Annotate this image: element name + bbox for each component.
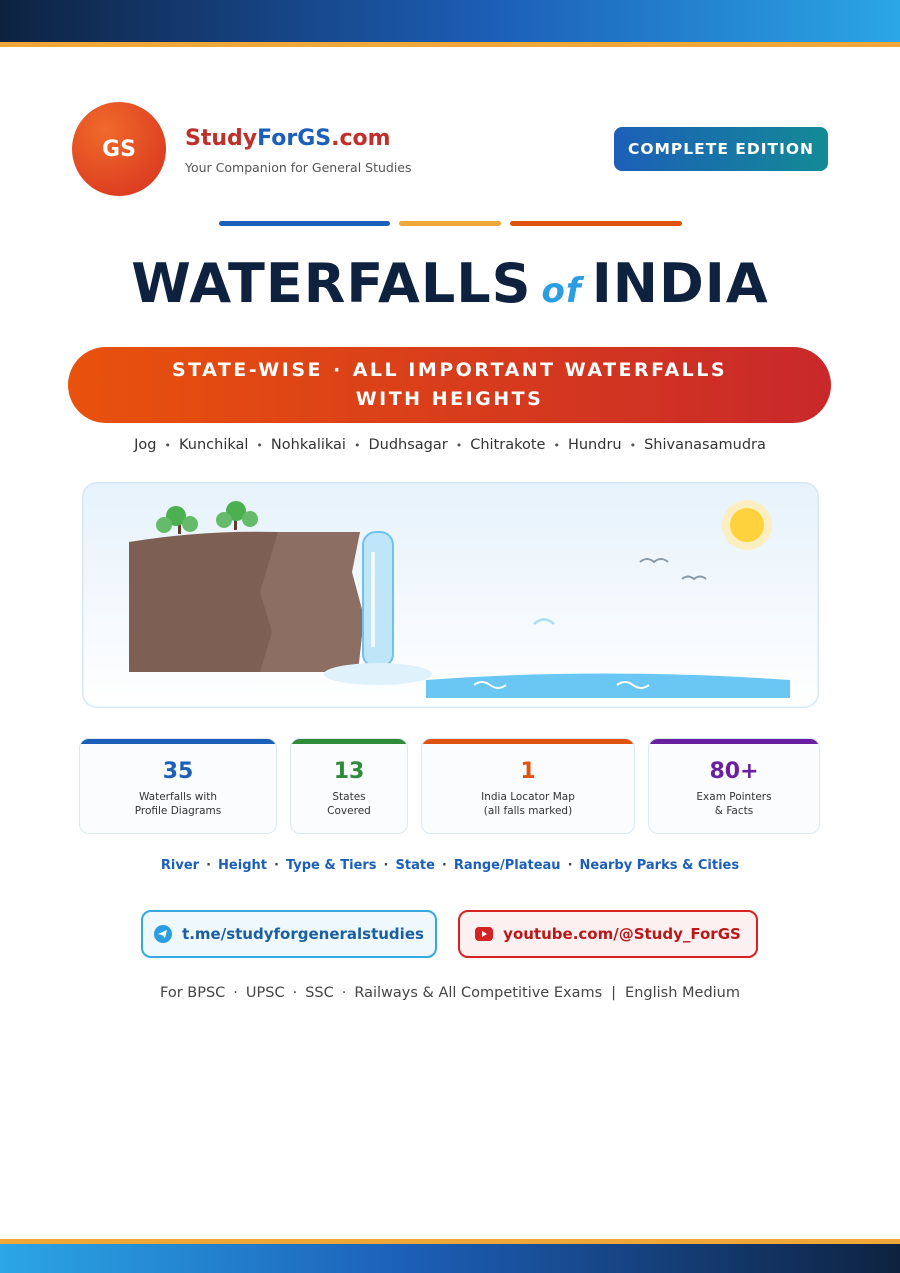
- stat-line: Covered: [327, 805, 371, 817]
- waterfall-name: Kunchikal: [156, 437, 248, 453]
- stat-card: 1 India Locator Map (all falls marked): [421, 738, 635, 834]
- stat-card: 80+ Exam Pointers & Facts: [648, 738, 820, 834]
- telegram-icon: [154, 925, 173, 943]
- stat-card: 13 States Covered: [290, 738, 408, 834]
- stat-label: Waterfalls with Profile Diagrams: [80, 790, 276, 818]
- brand-part: ForGS: [257, 126, 332, 151]
- link-text: t.me/studyforgeneralstudies: [182, 925, 424, 943]
- card-accent: [422, 739, 634, 744]
- brand-part: Study: [185, 126, 258, 151]
- card-accent: [649, 739, 819, 744]
- topics-list: RiverHeightType & TiersStateRange/Platea…: [0, 858, 900, 873]
- stat-label: Exam Pointers & Facts: [649, 790, 819, 818]
- waterfall-name: Jog: [134, 437, 157, 453]
- banner-text: STATE-WISE: [171, 359, 323, 381]
- topic: Nearby Parks & Cities: [561, 858, 740, 873]
- card-accent: [80, 739, 276, 744]
- stat-line: Waterfalls with: [138, 791, 218, 803]
- top-stripe: [0, 42, 900, 47]
- card-accent: [291, 739, 407, 744]
- stat-label: States Covered: [291, 790, 407, 818]
- stat-line: & Facts: [714, 805, 754, 817]
- stat-value: 80+: [709, 759, 759, 784]
- brand-part: .com: [331, 126, 391, 151]
- title-word: INDIA: [591, 252, 769, 315]
- divider: [399, 221, 501, 226]
- stat-card: 35 Waterfalls with Profile Diagrams: [79, 738, 277, 834]
- medium: English Medium: [602, 985, 740, 1001]
- top-bar: [0, 0, 900, 42]
- topic: River: [160, 858, 200, 873]
- banner: STATE-WISEALL IMPORTANT WATERFALLS WITH …: [68, 347, 831, 423]
- stat-line: Profile Diagrams: [134, 805, 222, 817]
- exam: UPSC: [225, 985, 284, 1001]
- divider: [510, 221, 682, 226]
- topic: Range/Plateau: [435, 858, 561, 873]
- exam: SSC: [285, 985, 334, 1001]
- waterfall-name: Shivanasamudra: [622, 437, 766, 453]
- illustration: [82, 482, 819, 708]
- exam: For BPSC: [160, 985, 226, 1001]
- divider: [219, 221, 390, 226]
- bottom-stripe: [0, 1239, 900, 1244]
- bottom-bar: [0, 1244, 900, 1273]
- stat-line: India Locator Map: [481, 791, 575, 803]
- logo: GS: [72, 102, 166, 196]
- topic: State: [377, 858, 435, 873]
- youtube-link[interactable]: youtube.com/@Study_ForGS: [458, 910, 758, 958]
- stat-line: (all falls marked): [483, 805, 573, 817]
- youtube-icon: [475, 927, 494, 941]
- link-text: youtube.com/@Study_ForGS: [503, 925, 741, 943]
- footer-note: For BPSCUPSCSSCRailways & All Competitiv…: [0, 985, 900, 1001]
- waterfall-name: Dudhsagar: [346, 437, 448, 453]
- stat-line: Exam Pointers: [696, 791, 772, 803]
- stat-value: 13: [333, 759, 365, 784]
- stat-label: India Locator Map (all falls marked): [422, 790, 634, 818]
- title-word: WATERFALLS: [131, 252, 532, 315]
- title: WATERFALLS of INDIA: [0, 252, 900, 315]
- stat-line: States: [332, 791, 366, 803]
- stat-value: 1: [520, 759, 536, 784]
- exam: Railways & All Competitive Exams: [334, 985, 602, 1001]
- waterfall-name: Nohkalikai: [248, 437, 346, 453]
- waterfall-name: Hundru: [545, 437, 621, 453]
- banner-text: ALL IMPORTANT WATERFALLS WITH HEIGHTS: [323, 359, 727, 410]
- edition-badge: COMPLETE EDITION: [614, 127, 828, 171]
- topic: Height: [199, 858, 267, 873]
- topic: Type & Tiers: [267, 858, 377, 873]
- brand-name: StudyForGS.com: [185, 126, 391, 151]
- featured-list: JogKunchikalNohkalikaiDudhsagarChitrakot…: [0, 437, 900, 453]
- stat-value: 35: [162, 759, 194, 784]
- waterfall-name: Chitrakote: [448, 437, 546, 453]
- tagline: Your Companion for General Studies: [185, 160, 412, 175]
- title-connector: of: [541, 271, 582, 311]
- telegram-link[interactable]: t.me/studyforgeneralstudies: [141, 910, 437, 958]
